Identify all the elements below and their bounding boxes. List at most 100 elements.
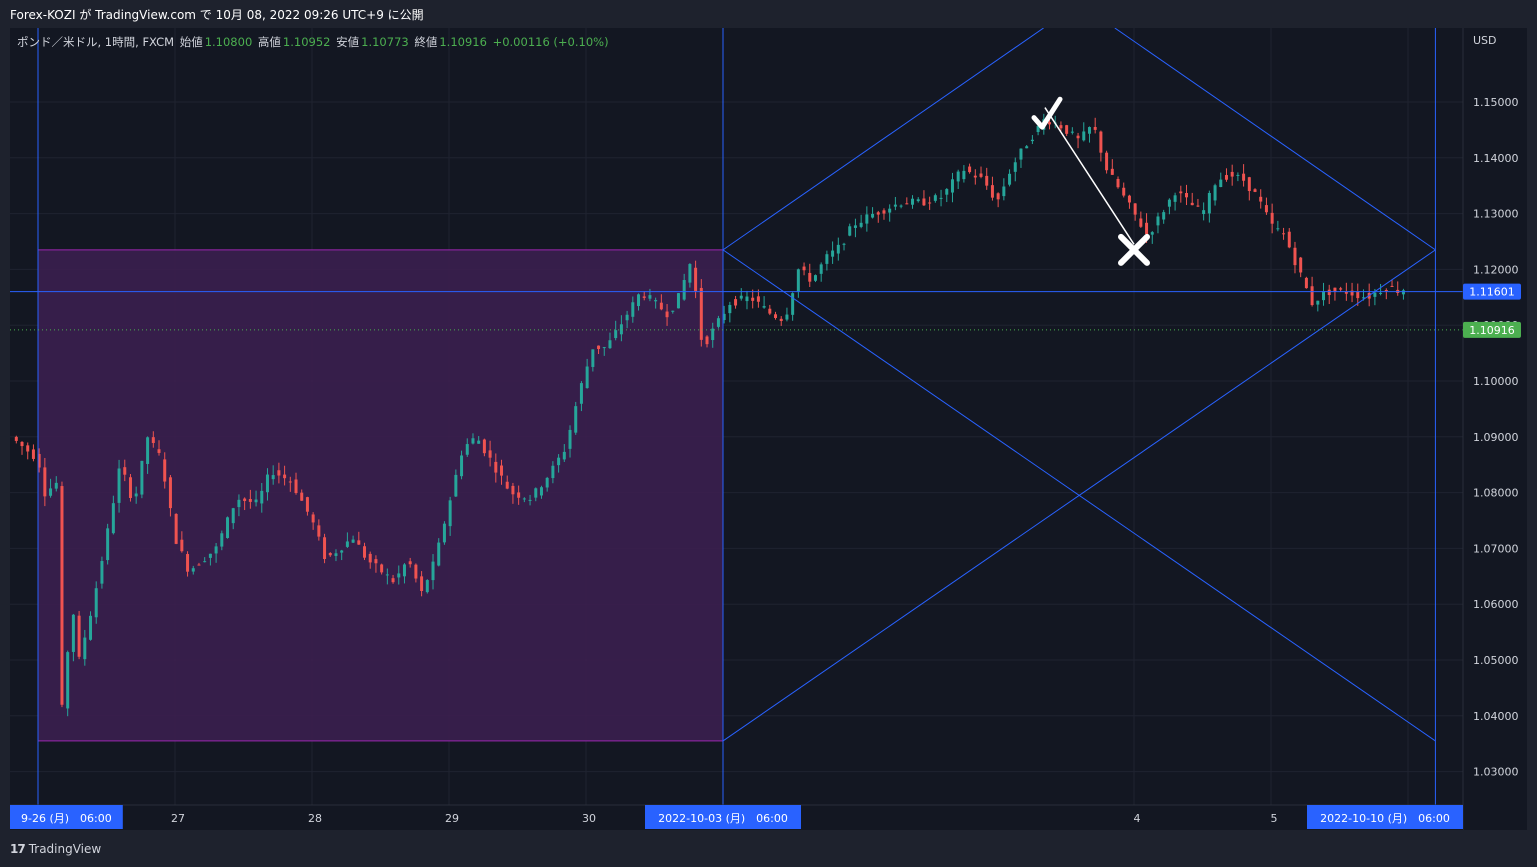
- candle-body: [1070, 131, 1074, 133]
- candle-body: [637, 294, 641, 307]
- candle-body: [676, 293, 680, 309]
- candle-body: [534, 488, 538, 498]
- candle-body: [1310, 286, 1314, 306]
- candle-body: [168, 477, 172, 509]
- candle-body: [779, 318, 783, 322]
- price-axis-tick-label: 1.06000: [1473, 598, 1519, 611]
- candle-body: [414, 564, 418, 579]
- candle-body: [1356, 291, 1360, 299]
- candle-body: [31, 449, 35, 459]
- legend-close-label: 終値: [414, 35, 438, 49]
- candle-body: [665, 311, 669, 318]
- candle-body: [1145, 222, 1149, 235]
- candle-body: [705, 336, 709, 345]
- candle-body: [305, 497, 309, 512]
- candle-body: [1202, 210, 1206, 215]
- candle-body: [123, 467, 127, 475]
- candles-group: [14, 113, 1405, 717]
- candle-body: [1344, 291, 1348, 294]
- candle-body: [477, 440, 481, 444]
- candle-body: [825, 254, 829, 264]
- candle-body: [905, 203, 909, 205]
- candle-body: [608, 340, 612, 349]
- candle-body: [545, 477, 549, 488]
- candle-body: [454, 474, 458, 497]
- legend-high-label: 高値: [257, 35, 281, 49]
- candle-body: [751, 297, 755, 301]
- price-axis-tick-label: 1.12000: [1473, 263, 1519, 276]
- candle-body: [1167, 199, 1171, 207]
- candle-body: [785, 314, 789, 320]
- candle-body: [1219, 179, 1223, 187]
- candle-body: [197, 564, 201, 566]
- candle-body: [265, 474, 269, 493]
- candle-body: [893, 204, 897, 207]
- candle-body: [163, 459, 167, 482]
- time-axis-tick-label: 27: [171, 812, 185, 825]
- candle-body: [831, 250, 835, 257]
- candle-body: [688, 264, 692, 283]
- candle-body: [716, 318, 720, 327]
- candle-body: [226, 517, 230, 538]
- candle-body: [853, 225, 857, 228]
- candle-body: [1390, 285, 1394, 287]
- publisher-line: Forex-KOZI が TradingView.com で 10月 08, 2…: [10, 8, 424, 22]
- candle-body: [180, 539, 184, 552]
- candle-body: [551, 465, 555, 479]
- candle-body: [774, 314, 778, 318]
- candle-body: [420, 576, 424, 592]
- candle-body: [300, 492, 304, 501]
- candle-body: [1230, 171, 1234, 177]
- candle-body: [89, 615, 93, 640]
- time-highlight-box: [1307, 805, 1463, 829]
- candle-body: [1207, 192, 1211, 214]
- candle-body: [363, 546, 367, 558]
- candle-body: [328, 553, 332, 556]
- candle-body: [768, 308, 772, 314]
- candle-body: [111, 503, 115, 534]
- candle-body: [431, 561, 435, 581]
- candle-body: [140, 460, 144, 495]
- candle-body: [146, 437, 150, 464]
- candle-body: [1264, 205, 1268, 213]
- time-axis-tick-label: 29: [445, 812, 459, 825]
- time-axis-tick-label: 30: [582, 812, 596, 825]
- candle-body: [1036, 125, 1040, 133]
- candle-body: [311, 514, 315, 523]
- candle-body: [1133, 203, 1137, 215]
- candle-body: [345, 541, 349, 547]
- candle-body: [911, 198, 915, 205]
- candle-body: [260, 490, 264, 504]
- candle-body: [876, 212, 880, 215]
- candle-body: [1008, 173, 1012, 185]
- candle-body: [1373, 292, 1377, 297]
- price-axis-tick-label: 1.08000: [1473, 487, 1519, 500]
- time-highlight-box: [10, 805, 123, 829]
- candle-body: [220, 533, 224, 547]
- price-chart[interactable]: USD1.150001.140001.130001.120001.110001.…: [10, 28, 1527, 830]
- candle-body: [208, 553, 212, 558]
- candle-body: [1253, 189, 1257, 192]
- price-label-box: [1463, 321, 1521, 338]
- candle-body: [836, 244, 840, 254]
- candle-body: [1270, 212, 1274, 224]
- candle-body: [151, 437, 155, 443]
- candle-body: [1110, 168, 1114, 175]
- candle-body: [1030, 139, 1034, 142]
- price-axis-tick-label: 1.04000: [1473, 710, 1519, 723]
- candle-body: [933, 195, 937, 201]
- candle-body: [1185, 192, 1189, 198]
- legend-high-value: 1.10952: [282, 35, 331, 49]
- candle-body: [254, 499, 258, 503]
- candle-body: [996, 193, 1000, 200]
- legend-low-label: 安値: [336, 35, 360, 49]
- diamond-upper-left: [722, 28, 1044, 251]
- tradingview-logo[interactable]: 17 TradingView: [10, 842, 101, 856]
- candle-body: [1099, 131, 1103, 153]
- candle-body: [1122, 187, 1126, 196]
- candle-body: [106, 528, 110, 561]
- candle-body: [283, 474, 287, 479]
- candle-body: [791, 293, 795, 315]
- candle-body: [442, 523, 446, 543]
- candle-body: [1242, 173, 1246, 181]
